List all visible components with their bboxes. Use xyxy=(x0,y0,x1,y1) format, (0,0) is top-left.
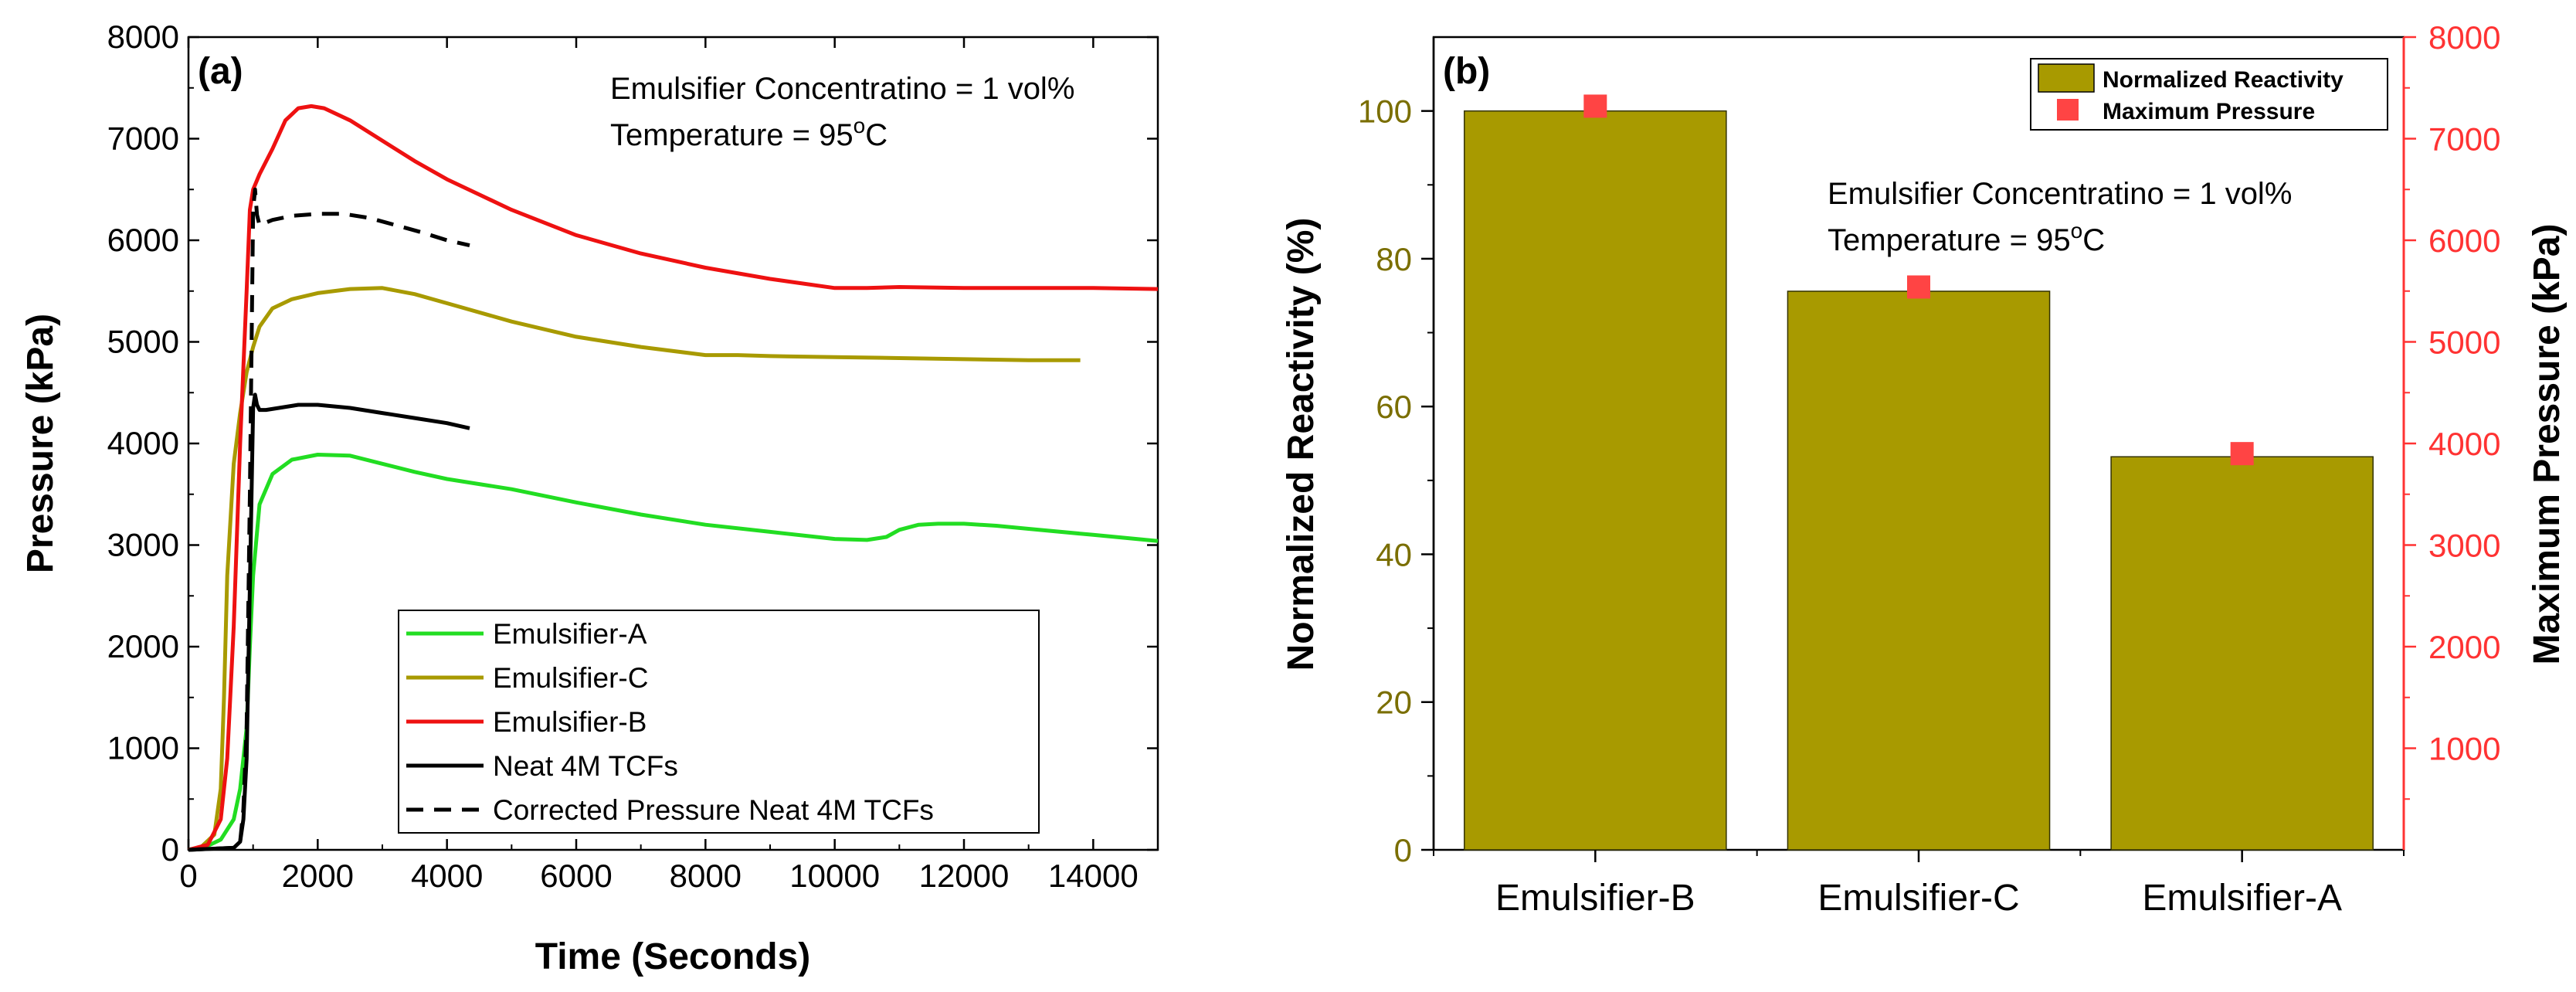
marker-max-pressure-emulsifier-a xyxy=(2230,442,2254,466)
axes-a: 0 2000 4000 6000 8000 10000 12000 14000 0 1000 200… xyxy=(107,19,1158,894)
y-tick-label-b-right: 4000 xyxy=(2428,426,2500,462)
annotation-b-line2: Temperature = 95oC xyxy=(1828,219,2105,257)
series-line-emulsifier-c xyxy=(188,286,1081,852)
x-tick-label-a: 10000 xyxy=(789,858,880,894)
y-tick-label-a: 2000 xyxy=(107,628,179,664)
legend-label-a: Emulsifier-B xyxy=(493,706,647,738)
annotation-a-line2: Temperature = 95oC xyxy=(610,114,888,152)
axes-b: 0 20 40 60 80 100 1000 2000 3000 4000 5000 6000 7000… xyxy=(1358,19,2501,919)
legend-label-reactivity: Normalized Reactivity xyxy=(2103,67,2344,93)
legend-label-a: Neat 4M TCFs xyxy=(493,750,678,782)
bar-emulsifier-a xyxy=(2110,456,2374,851)
x-tick-label-a: 8000 xyxy=(670,858,742,894)
legend-marker-pressure xyxy=(2057,99,2079,121)
y-tick-label-b-left: 80 xyxy=(1376,241,1412,277)
marker-max-pressure-emulsifier-c xyxy=(1907,275,1930,299)
series-line-corrected-pressure-neat-4m-tcfs xyxy=(188,187,470,852)
y-tick-label-b-right: 8000 xyxy=(2428,19,2500,56)
panel-a: 0 2000 4000 6000 8000 10000 12000 14000 0 1000 200… xyxy=(20,19,1159,977)
x-tick-label-b: Emulsifier-B xyxy=(1495,878,1695,919)
y-axis-title-b-left: Normalized Reactivity (%) xyxy=(1281,218,1322,671)
annotation-b-line1: Emulsifier Concentratino = 1 vol% xyxy=(1828,177,2292,211)
x-axis-title-a: Time (Seconds) xyxy=(535,936,811,977)
annotation-a-line2-prefix: Temperature = 95 xyxy=(610,118,854,152)
series-line-emulsifier-b xyxy=(188,104,1159,852)
y-tick-label-b-left: 0 xyxy=(1394,832,1412,868)
x-tick-label-b: Emulsifier-A xyxy=(2142,878,2342,919)
x-tick-label-a: 14000 xyxy=(1048,858,1139,894)
annotation-a-line2-suffix: C xyxy=(865,118,888,152)
legend-a: Emulsifier-A Emulsifier-C Emulsifier-B Neat… xyxy=(398,610,1040,834)
legend-label-a: Emulsifier-A xyxy=(493,618,647,650)
y-tick-label-b-left: 20 xyxy=(1376,685,1412,721)
series-line-neat-4m-tcfs xyxy=(188,392,470,852)
y-tick-label-b-left: 100 xyxy=(1358,93,1412,130)
x-tick-label-a: 0 xyxy=(179,858,197,894)
y-tick-label-a: 3000 xyxy=(107,527,179,563)
legend-swatch-reactivity xyxy=(2038,63,2095,93)
panel-label-a: (a) xyxy=(198,51,243,92)
legend-box-a xyxy=(398,610,1040,834)
annotation-b-line2-suffix: C xyxy=(2082,223,2105,257)
y-tick-label-a: 0 xyxy=(161,831,179,868)
y-tick-label-b-right: 1000 xyxy=(2428,731,2500,767)
bar-emulsifier-b xyxy=(1464,110,1727,851)
x-tick-label-a: 6000 xyxy=(540,858,612,894)
annotation-b-line2-sup: o xyxy=(2071,219,2083,243)
legend-label-a: Corrected Pressure Neat 4M TCFs xyxy=(493,794,934,826)
series-lines-a xyxy=(188,104,1159,852)
y-tick-label-b-right: 7000 xyxy=(2428,121,2500,158)
x-tick-label-b: Emulsifier-C xyxy=(1817,878,2019,919)
markers-b xyxy=(1583,94,2254,466)
x-tick-label-a: 12000 xyxy=(919,858,1010,894)
annotation-a-line1: Emulsifier Concentratino = 1 vol% xyxy=(610,72,1074,106)
legend-label-a: Emulsifier-C xyxy=(493,662,648,694)
annotation-a-line2-sup: o xyxy=(854,114,866,138)
bar-emulsifier-c xyxy=(1787,290,2051,851)
y-tick-label-a: 4000 xyxy=(107,425,179,461)
marker-max-pressure-emulsifier-b xyxy=(1583,94,1607,118)
legend-box-b xyxy=(2030,58,2388,131)
legend-label-pressure: Maximum Pressure xyxy=(2103,99,2315,124)
x-tick-label-a: 2000 xyxy=(282,858,354,894)
y-tick-label-a: 8000 xyxy=(107,19,179,55)
y-tick-label-b-right: 3000 xyxy=(2428,528,2500,564)
panel-label-b: (b) xyxy=(1443,51,1490,92)
y-tick-label-a: 7000 xyxy=(107,121,179,157)
bars-b xyxy=(1464,110,2374,851)
y-axis-title-a: Pressure (kPa) xyxy=(20,314,61,573)
annotation-b-line2-prefix: Temperature = 95 xyxy=(1828,223,2071,257)
legend-items-a: Emulsifier-A Emulsifier-C Emulsifier-B Neat… xyxy=(406,618,934,826)
y-tick-label-b-right: 5000 xyxy=(2428,324,2500,361)
x-tick-label-a: 4000 xyxy=(411,858,483,894)
y-tick-label-b-left: 40 xyxy=(1376,536,1412,572)
y-axis-title-b-right: Maximum Pressure (kPa) xyxy=(2527,224,2568,665)
y-tick-label-b-right: 6000 xyxy=(2428,223,2500,259)
y-tick-label-b-right: 2000 xyxy=(2428,629,2500,665)
y-tick-label-a: 5000 xyxy=(107,324,179,360)
panel-b: 0 20 40 60 80 100 1000 2000 3000 4000 5000 6000 7000… xyxy=(1281,19,2568,919)
legend-b: Normalized Reactivity Maximum Pressure xyxy=(2030,58,2388,131)
y-tick-label-a: 1000 xyxy=(107,730,179,766)
y-tick-label-a: 6000 xyxy=(107,222,179,258)
y-tick-label-b-left: 60 xyxy=(1376,389,1412,425)
